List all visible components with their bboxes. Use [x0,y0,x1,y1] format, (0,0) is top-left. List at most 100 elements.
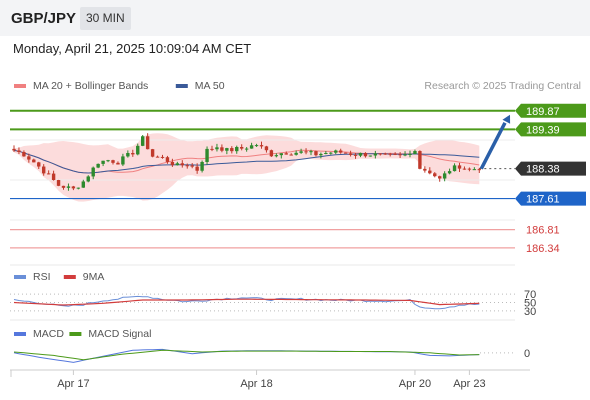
candles [12,114,511,191]
candle-body [71,186,76,189]
timeframe-button[interactable]: 30 MIN [80,7,131,30]
candle-body [472,169,477,171]
candle-body [329,152,333,154]
macd-panel: 0 [13,348,530,363]
candle-body [240,147,244,149]
level-label: 187.61 [526,194,560,206]
projection-arrow [479,121,507,170]
level-tag [515,103,586,118]
candle-body [131,153,135,155]
x-axis-label: Apr 23 [453,378,485,390]
level-tag [515,161,586,176]
candle-body [42,166,46,174]
level-label: 186.81 [526,225,560,237]
candle-body [269,150,274,157]
grid [10,139,515,221]
candle-body [145,136,150,150]
candle-body [259,145,264,147]
candle-body [343,152,348,154]
candle-body [294,152,298,155]
candle-body [155,156,160,158]
candle-body [339,150,343,153]
candle-body [418,151,422,169]
rsi-level-label: 50 [524,298,536,310]
candle-body [452,165,457,172]
legend-label: MA 20 + Bollinger Bands [33,80,148,92]
candle-body [215,147,219,150]
candle-body [353,154,358,156]
candle-body [96,163,100,168]
candle-body [141,136,145,146]
candle-body [403,154,407,156]
legend-swatch [14,84,26,88]
candle-body [314,151,318,156]
candle-body [175,163,180,166]
candle-body [398,154,402,156]
x-axis-label: Apr 18 [240,378,272,390]
candle-body [373,153,378,156]
level-label: 186.34 [526,243,560,255]
candle-body [86,176,90,182]
timestamp: Monday, April 21, 2025 10:09:04 AM CET [13,41,252,56]
candle-body [279,153,283,156]
candle-body [17,150,21,153]
candle-body [324,153,328,155]
candle-body [428,170,432,174]
legend-swatch [14,275,26,279]
candle-body [423,168,427,171]
rsi-ma9-line [13,298,480,306]
legend-swatch [175,84,188,88]
candle-body [334,150,338,153]
rsi-level-label: 70 [524,289,536,301]
legend-label: MA 50 [195,80,225,92]
candle-body [12,148,16,151]
watermark: Research © 2025 Trading Central [424,80,581,92]
candle-body [244,148,249,150]
candle-body [32,159,36,163]
candle-body [136,145,140,155]
candle-body [368,155,373,157]
candle-body [230,148,234,152]
legend-label: MACD Signal [88,328,151,340]
candle-body [106,160,110,162]
candle-body [165,157,170,162]
candle-body [126,153,130,157]
candle-body [76,187,81,189]
candle-body [378,153,382,155]
candle-body [51,173,56,181]
candle-body [220,147,224,151]
candle-body [477,169,481,171]
candle-body [205,148,209,162]
candle-body [180,163,184,166]
legend-swatch [69,332,82,336]
candle-body [363,152,368,157]
candle-body [121,156,125,165]
candle-body [408,153,412,155]
legends: MA 20 + Bollinger Bands MA 50 Research © 2… [10,80,581,340]
candle-body [111,160,115,163]
x-axis-label: Apr 17 [57,378,89,390]
candle-body [190,165,194,167]
chart-header: GBP/JPY 30 MIN [0,0,590,36]
candle-body [304,151,308,153]
legend-label: MACD [33,328,64,340]
bollinger-bands [14,133,480,202]
candle-body [274,155,279,157]
level-tag [515,122,586,137]
candle-body [235,147,239,152]
x-axis: Apr 17 Apr 18 Apr 20 Apr 23 [10,369,530,390]
candle-body [170,161,175,166]
price-levels [10,109,515,249]
candle-body [319,153,323,156]
candle-body [27,156,31,160]
bollinger-band-area [14,133,480,202]
legend-swatch [14,332,26,336]
candle-body [101,160,105,164]
candle-body [289,154,293,156]
rsi-level-label: 30 [524,306,536,318]
candle-body [442,173,447,179]
candle-body [264,146,269,151]
macd-signal-line [13,349,480,361]
legend-label: 9MA [83,271,105,283]
